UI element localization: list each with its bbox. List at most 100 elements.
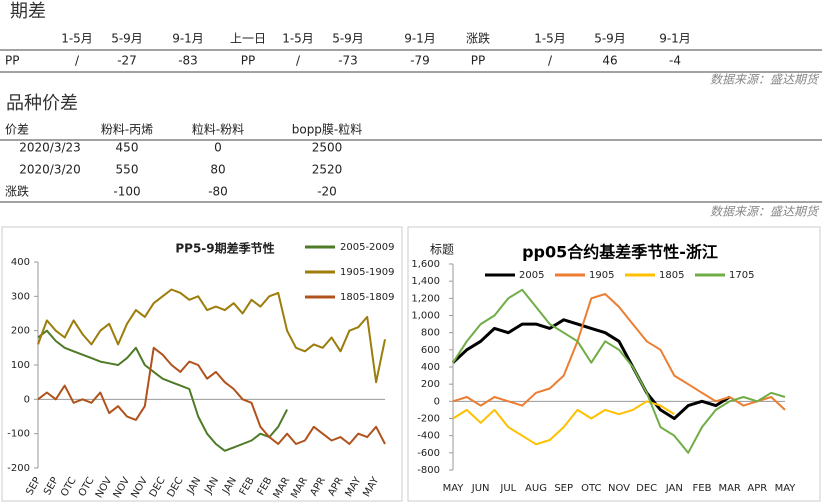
column-header: bopp膜-粒料 (292, 122, 363, 137)
series-line (452, 288, 786, 454)
column-header: 粉料-丙烯 (101, 123, 153, 137)
column-header: 9-1月 (659, 32, 691, 46)
x-tick-label: OTC (59, 475, 79, 498)
column-header: 上一日 (230, 32, 266, 46)
x-tick-label: JUL (499, 483, 516, 494)
x-tick-label: MAR (289, 475, 310, 500)
x-tick-label: MAY (775, 483, 797, 494)
y-tick-label: 1,400 (411, 276, 440, 287)
chart-frame (407, 226, 821, 502)
x-tick-label: APR (326, 475, 345, 498)
cell: / (75, 54, 80, 68)
x-tick-label: MAY (344, 475, 364, 499)
column-header: 5-9月 (594, 32, 626, 46)
cell: -100 (113, 185, 140, 199)
y-tick-label: 0 (24, 394, 30, 405)
y-tick-label: 1,200 (411, 293, 440, 304)
cell: 2520 (312, 163, 343, 177)
cell: 80 (210, 163, 225, 177)
x-tick-label: NOV (112, 475, 133, 500)
column-header: 粒料-粉料 (192, 122, 244, 137)
x-tick-label: SEP (554, 483, 573, 494)
series-line (37, 329, 288, 452)
cell: -83 (178, 54, 198, 68)
x-tick-label: APR (308, 475, 327, 498)
x-tick-label: APR (747, 483, 767, 494)
y-tick-label: 1,000 (411, 311, 440, 322)
x-tick-label: SEP (24, 476, 43, 498)
legend-label: 1905-1909 (340, 267, 395, 278)
section-title: 期差 (10, 1, 46, 22)
x-tick-label: JAN (203, 476, 222, 497)
y-tick-label: -200 (7, 463, 30, 474)
x-tick-label: DEC (636, 483, 657, 494)
cell: PP (471, 54, 485, 68)
cell: -73 (338, 54, 358, 68)
x-tick-label: MAR (718, 483, 740, 494)
x-tick-label: JAN (185, 476, 204, 497)
column-header: 1-5月 (282, 32, 314, 46)
column-header: 1-5月 (61, 32, 93, 46)
x-tick-label: AUG (525, 483, 547, 494)
cell: -20 (317, 185, 337, 199)
cell: 450 (116, 141, 139, 155)
chart-frame (1, 226, 403, 502)
cell: 涨跌 (5, 184, 29, 199)
x-tick-label: JUN (471, 483, 490, 494)
cell: -4 (669, 54, 681, 68)
y-tick-label: 200 (421, 379, 440, 390)
source: 数据来源：盛达期货 (710, 205, 820, 219)
y-axis-label: 标题 (430, 243, 454, 257)
y-tick-label: 100 (11, 360, 30, 371)
x-tick-label: JAN (220, 476, 239, 497)
cell: -27 (117, 54, 137, 68)
cell: 0 (214, 141, 222, 155)
y-tick-label: 1,600 (411, 259, 440, 270)
y-tick-label: 600 (421, 345, 440, 356)
x-tick-label: MAY (361, 475, 381, 499)
y-tick-label: 300 (11, 291, 30, 302)
y-tick-label: 400 (421, 362, 440, 373)
cell: PP (241, 54, 255, 68)
x-tick-label: SEP (42, 476, 61, 498)
y-tick-label: -800 (417, 465, 440, 476)
cell: / (296, 54, 301, 68)
x-tick-label: NOV (129, 475, 150, 500)
x-tick-label: MAY (443, 483, 465, 494)
y-tick-label: 200 (11, 326, 30, 337)
legend-label: 1905 (589, 270, 614, 281)
cell: / (548, 54, 553, 68)
column-header: 5-9月 (111, 32, 143, 46)
x-tick-label: JAN (665, 483, 683, 494)
y-tick-label: -200 (417, 414, 440, 425)
y-tick-label: -100 (7, 429, 30, 440)
x-tick-label: NOV (94, 475, 115, 500)
column-header: 9-1月 (404, 32, 436, 46)
cell: 2020/3/20 (19, 163, 81, 177)
x-tick-label: OTC (581, 483, 601, 494)
section-title: 品种价差 (6, 93, 78, 114)
column-header: 涨跌 (466, 31, 490, 46)
x-tick-label: MAR (272, 475, 293, 500)
cell: -80 (208, 185, 228, 199)
y-tick-label: -400 (417, 431, 440, 442)
series-line (452, 293, 786, 411)
series-line (37, 288, 386, 384)
legend-label: 1805-1809 (340, 292, 395, 303)
legend-label: 1705 (729, 270, 754, 281)
x-tick-label: FEB (693, 483, 712, 494)
cell: 2500 (312, 141, 343, 155)
column-header: 9-1月 (172, 32, 204, 46)
column-header: 1-5月 (534, 32, 566, 46)
source: 数据来源：盛达期货 (710, 73, 820, 87)
x-tick-label: DEC (166, 475, 186, 499)
series-line (451, 318, 731, 420)
series-line (37, 346, 386, 445)
x-tick-label: FEB (238, 475, 257, 497)
chart-title: pp05合约基差季节性-浙江 (522, 243, 718, 262)
cell: 46 (602, 54, 617, 68)
legend-label: 2005 (519, 270, 544, 281)
x-tick-label: DEC (148, 475, 168, 499)
y-tick-label: -600 (417, 448, 440, 459)
